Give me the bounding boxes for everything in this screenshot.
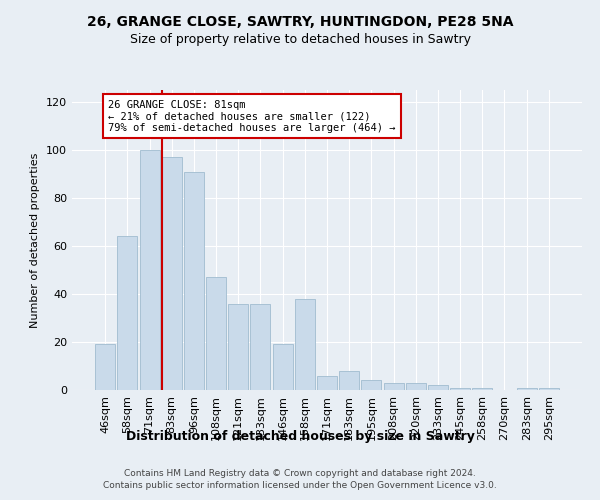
Y-axis label: Number of detached properties: Number of detached properties xyxy=(31,152,40,328)
Bar xyxy=(272,344,293,390)
Text: Contains HM Land Registry data © Crown copyright and database right 2024.: Contains HM Land Registry data © Crown c… xyxy=(124,468,476,477)
Text: 26 GRANGE CLOSE: 81sqm
← 21% of detached houses are smaller (122)
79% of semi-de: 26 GRANGE CLOSE: 81sqm ← 21% of detached… xyxy=(109,100,396,133)
Text: Contains public sector information licensed under the Open Government Licence v3: Contains public sector information licen… xyxy=(103,481,497,490)
Bar xyxy=(206,277,226,390)
Bar xyxy=(450,388,470,390)
Bar xyxy=(140,150,160,390)
Bar xyxy=(428,385,448,390)
Bar xyxy=(539,388,559,390)
Bar xyxy=(250,304,271,390)
Text: Size of property relative to detached houses in Sawtry: Size of property relative to detached ho… xyxy=(130,32,470,46)
Bar xyxy=(517,388,536,390)
Bar xyxy=(118,236,137,390)
Bar xyxy=(472,388,492,390)
Bar xyxy=(383,383,404,390)
Text: Distribution of detached houses by size in Sawtry: Distribution of detached houses by size … xyxy=(125,430,475,443)
Bar xyxy=(339,371,359,390)
Text: 26, GRANGE CLOSE, SAWTRY, HUNTINGDON, PE28 5NA: 26, GRANGE CLOSE, SAWTRY, HUNTINGDON, PE… xyxy=(87,15,513,29)
Bar xyxy=(162,157,182,390)
Bar xyxy=(406,383,426,390)
Bar xyxy=(228,304,248,390)
Bar xyxy=(361,380,382,390)
Bar xyxy=(184,172,204,390)
Bar xyxy=(95,344,115,390)
Bar xyxy=(317,376,337,390)
Bar xyxy=(295,299,315,390)
